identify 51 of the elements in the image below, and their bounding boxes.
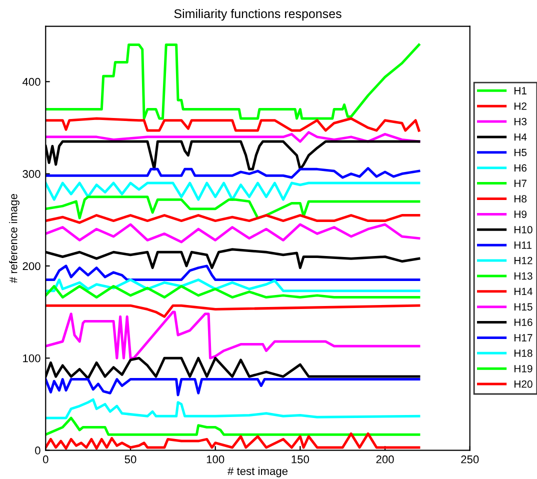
- line-series: [46, 378, 420, 396]
- legend-label: H1: [514, 87, 526, 94]
- line-series: [46, 264, 420, 282]
- y-axis-title: # reference image: [9, 194, 20, 284]
- line-series: [46, 304, 420, 318]
- line-series: [46, 416, 420, 436]
- x-tick-label: 150: [292, 455, 310, 464]
- line-series: [46, 196, 420, 220]
- legend-label: H5: [514, 148, 527, 156]
- legend-label: H3: [514, 118, 527, 126]
- legend-label: H12: [514, 256, 532, 264]
- x-tick-label: 250: [461, 455, 479, 464]
- line-series: [46, 284, 420, 299]
- legend-label: H16: [514, 318, 532, 326]
- legend-label: H8: [514, 195, 527, 202]
- x-tick-label: 50: [124, 455, 136, 464]
- x-tick-label: 100: [206, 455, 224, 464]
- y-tick-label: 200: [22, 262, 40, 270]
- legend-label: H18: [514, 350, 532, 357]
- legend-label: H10: [514, 226, 532, 234]
- legend-label: H13: [514, 272, 532, 280]
- line-series: [46, 310, 420, 360]
- legend-label: H17: [514, 334, 532, 342]
- legend-label: H19: [514, 364, 532, 372]
- legend-label: H7: [514, 180, 526, 187]
- line-series: [46, 432, 420, 450]
- line-series: [46, 182, 420, 201]
- legend-label: H20: [514, 380, 532, 388]
- legend-label: H15: [514, 303, 532, 311]
- legend-label: H2: [514, 102, 526, 110]
- line-series: [46, 214, 420, 224]
- line-series: [46, 278, 420, 292]
- x-tick-label: 200: [376, 455, 394, 464]
- line-series: [46, 117, 420, 132]
- line-series: [46, 398, 420, 420]
- y-tick-label: 300: [22, 170, 40, 178]
- line-series: [46, 44, 420, 120]
- y-tick-label: 0: [35, 446, 40, 454]
- legend-label: H14: [514, 288, 532, 296]
- y-tick-label: 100: [23, 354, 40, 362]
- line-series: [46, 131, 420, 143]
- line-series: [46, 223, 420, 244]
- legend-label: H11: [514, 242, 532, 249]
- chart-title: Similiarity functions responses: [174, 8, 342, 21]
- legend-label: H9: [514, 210, 526, 218]
- legend-label: H4: [514, 133, 527, 141]
- x-tick-label: 0: [42, 455, 48, 464]
- line-series: [46, 167, 420, 179]
- legend-label: H6: [514, 164, 527, 172]
- y-tick-label: 400: [22, 78, 40, 86]
- x-axis-title: # test image: [228, 466, 288, 478]
